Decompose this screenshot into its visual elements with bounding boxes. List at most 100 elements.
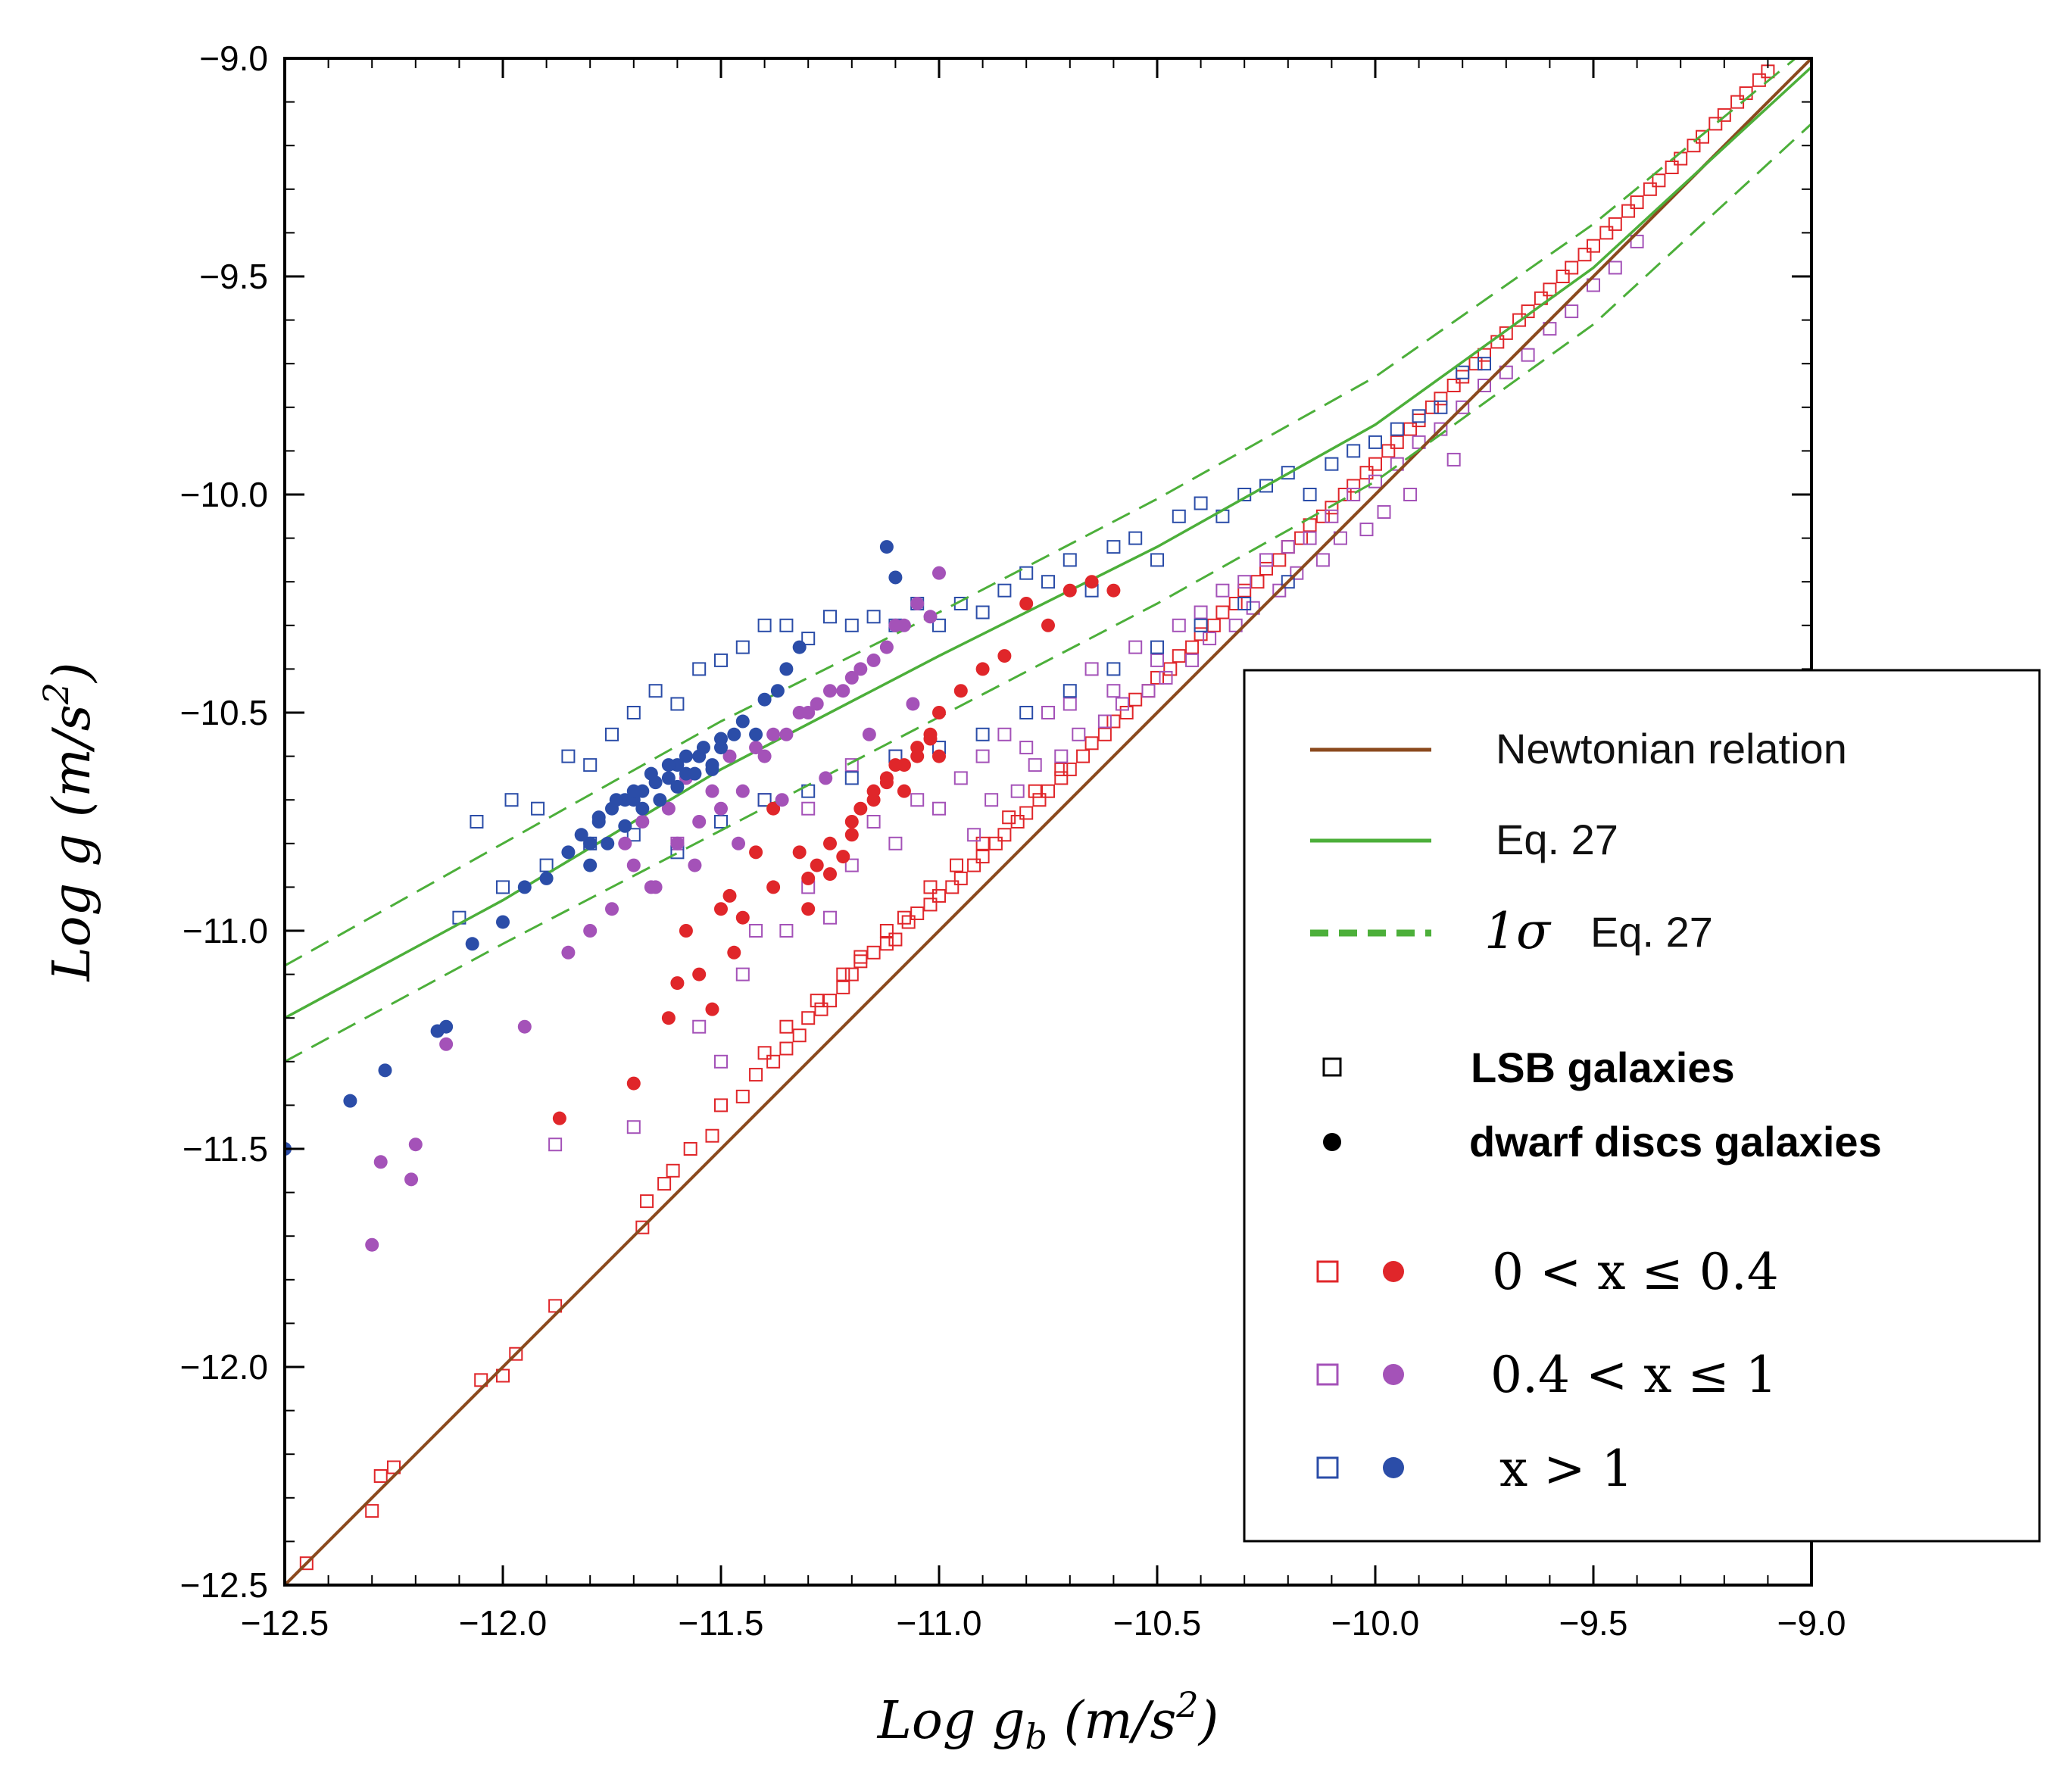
legend-filled-circle-icon bbox=[1323, 1133, 1341, 1151]
x-tick-label: −9.5 bbox=[1559, 1603, 1628, 1643]
lsb-point-blue bbox=[470, 815, 484, 829]
dwarf-point-purple bbox=[792, 706, 807, 719]
dwarf-point-red bbox=[923, 732, 938, 746]
lsb-point-red bbox=[810, 994, 824, 1008]
lsb-point-blue bbox=[801, 632, 816, 646]
lsb-point-blue bbox=[735, 640, 750, 654]
lsb-point-purple bbox=[1228, 618, 1243, 632]
dwarf-point-blue bbox=[679, 749, 693, 763]
dwarf-point-red bbox=[661, 1011, 676, 1025]
dwarf-point-blue bbox=[635, 801, 650, 816]
lsb-point-purple bbox=[1521, 348, 1535, 362]
lsb-point-blue bbox=[626, 706, 641, 719]
lsb-point-red bbox=[975, 836, 990, 850]
dwarf-point-blue bbox=[714, 732, 728, 746]
dwarf-point-purple bbox=[836, 684, 850, 698]
dwarf-point-red bbox=[997, 649, 1012, 663]
lsb-point-red bbox=[666, 1163, 680, 1178]
lsb-point-blue bbox=[1259, 479, 1273, 493]
lsb-point-red bbox=[1499, 326, 1513, 340]
lsb-point-blue bbox=[1434, 400, 1448, 414]
lsb-point-red bbox=[801, 1011, 816, 1025]
dwarf-point-purple bbox=[714, 801, 728, 816]
lsb-point-red bbox=[1185, 640, 1200, 654]
dwarf-point-red bbox=[823, 836, 837, 850]
dwarf-point-purple bbox=[819, 771, 833, 785]
dwarf-point-red bbox=[801, 902, 816, 916]
lsb-point-red bbox=[1194, 627, 1208, 641]
lsb-point-purple bbox=[548, 1137, 563, 1152]
lsb-point-red bbox=[1206, 618, 1221, 632]
lsb-point-purple bbox=[997, 727, 1012, 741]
lsb-point-purple bbox=[1115, 697, 1129, 711]
dwarf-point-purple bbox=[618, 836, 632, 850]
lsb-point-red bbox=[1272, 553, 1287, 567]
dwarf-point-blue bbox=[583, 836, 598, 850]
lsb-point-blue bbox=[605, 727, 619, 741]
lsb-point-purple bbox=[779, 924, 794, 938]
lsb-point-blue bbox=[496, 880, 510, 894]
dwarf-point-red bbox=[953, 684, 968, 698]
lsb-point-blue bbox=[1456, 365, 1470, 379]
dwarf-point-blue bbox=[378, 1063, 392, 1078]
dwarf-point-blue bbox=[888, 570, 903, 585]
lsb-point-blue bbox=[1128, 531, 1143, 545]
dwarf-point-purple bbox=[866, 653, 881, 667]
lsb-point-red bbox=[823, 994, 837, 1008]
x-tick-label: −12.0 bbox=[459, 1603, 547, 1643]
lsb-point-purple bbox=[1128, 640, 1143, 654]
dwarf-point-blue bbox=[601, 836, 615, 850]
lsb-point-red bbox=[1543, 282, 1557, 297]
legend-purple-square-icon bbox=[1316, 1363, 1339, 1386]
lsb-point-red bbox=[988, 836, 1003, 850]
lsb-point-blue bbox=[997, 583, 1012, 598]
lsb-point-red bbox=[1468, 357, 1483, 371]
lsb-point-red bbox=[1010, 815, 1025, 829]
lsb-point-purple bbox=[1543, 322, 1557, 336]
lsb-point-purple bbox=[1290, 566, 1304, 580]
dwarf-point-red bbox=[1084, 575, 1099, 589]
lsb-point-blue bbox=[583, 758, 598, 772]
dwarf-point-blue bbox=[496, 915, 510, 929]
dwarf-point-blue bbox=[661, 771, 676, 785]
y-tick-label: −12.5 bbox=[180, 1565, 268, 1605]
lsb-point-red bbox=[1002, 810, 1016, 825]
dwarf-point-purple bbox=[897, 618, 911, 632]
lsb-point-blue bbox=[1303, 488, 1317, 501]
lsb-point-purple bbox=[1172, 618, 1186, 632]
lsb-point-purple bbox=[1054, 749, 1069, 763]
lsb-point-purple bbox=[1215, 583, 1230, 598]
lsb-point-purple bbox=[910, 793, 925, 807]
dwarf-point-red bbox=[844, 828, 859, 842]
lsb-point-red bbox=[950, 858, 964, 872]
dwarf-point-purple bbox=[810, 697, 824, 711]
dwarf-point-blue bbox=[343, 1094, 357, 1108]
dwarf-point-blue bbox=[609, 793, 623, 807]
lsb-point-blue bbox=[504, 793, 519, 807]
newtonian-line bbox=[285, 58, 1811, 1585]
lsb-point-purple bbox=[953, 771, 968, 785]
lsb-point-blue bbox=[1281, 575, 1295, 589]
dwarf-point-red bbox=[679, 924, 693, 938]
lsb-point-purple bbox=[844, 758, 859, 772]
lsb-point-purple bbox=[801, 801, 816, 816]
lsb-point-red bbox=[1228, 597, 1243, 610]
dwarf-point-blue bbox=[574, 828, 588, 842]
lsb-point-red bbox=[1512, 313, 1527, 327]
lsb-point-red bbox=[1325, 501, 1339, 515]
lsb-point-purple bbox=[1281, 540, 1295, 554]
lsb-point-red bbox=[945, 880, 960, 894]
lsb-point-red bbox=[1054, 762, 1069, 776]
dwarf-point-purple bbox=[661, 801, 676, 816]
lsb-point-blue bbox=[1237, 597, 1252, 610]
lsb-point-purple bbox=[932, 801, 946, 816]
legend-newtonian-label: Newtonian relation bbox=[1496, 725, 1847, 772]
lsb-point-red bbox=[1434, 392, 1448, 406]
dwarf-point-blue bbox=[626, 784, 641, 798]
dwarf-point-purple bbox=[735, 784, 750, 798]
lsb-point-purple bbox=[1097, 714, 1112, 729]
lsb-point-blue bbox=[648, 684, 663, 698]
lsb-point-red bbox=[1259, 561, 1273, 576]
dwarf-point-red bbox=[810, 858, 824, 872]
legend-red-circle-icon bbox=[1383, 1261, 1404, 1282]
